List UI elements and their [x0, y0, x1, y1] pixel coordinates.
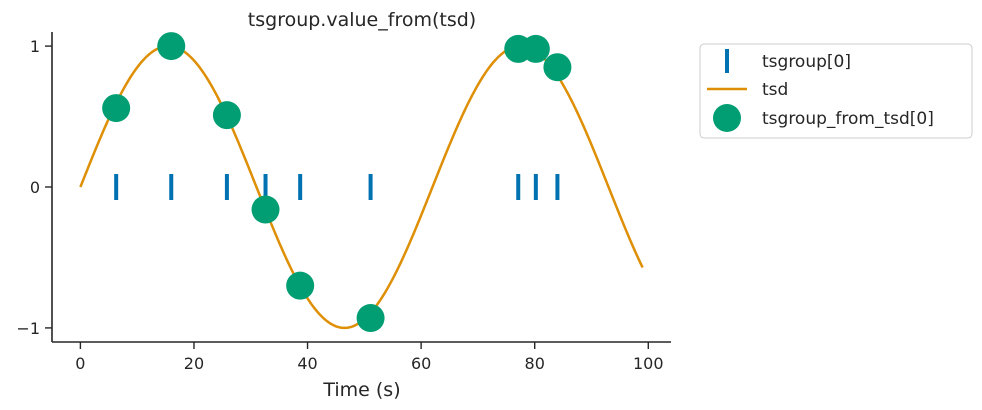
- scatter-point-tsgroup-from-tsd: [157, 32, 186, 61]
- scatter-point-tsgroup-from-tsd: [521, 34, 550, 63]
- x-tick-label: 0: [75, 354, 85, 373]
- x-tick-label: 100: [633, 354, 664, 373]
- legend-label-tsgroup: tsgroup[0]: [762, 52, 851, 72]
- scatter-point-tsgroup-from-tsd: [102, 94, 131, 123]
- scatter-point-tsgroup-from-tsd: [286, 271, 315, 300]
- x-tick-label: 80: [525, 354, 545, 373]
- legend-label-tsgroup-from-tsd: tsgroup_from_tsd[0]: [762, 109, 934, 129]
- x-tick-label: 40: [297, 354, 317, 373]
- x-tick-label: 20: [184, 354, 204, 373]
- scatter-point-tsgroup-from-tsd: [212, 101, 241, 130]
- scatter-point-tsgroup-from-tsd: [356, 304, 385, 333]
- legend-marker-tsgroup-from-tsd: [713, 104, 741, 132]
- chart-title: tsgroup.value_from(tsd): [248, 9, 476, 31]
- legend-frame: [699, 43, 973, 139]
- x-axis-label: Time (s): [322, 379, 400, 401]
- legend: tsgroup[0] tsd tsgroup_from_tsd[0]: [699, 43, 973, 139]
- legend-label-tsd: tsd: [762, 80, 788, 100]
- scatter-point-tsgroup-from-tsd: [543, 53, 572, 82]
- y-tick-label: −1: [16, 319, 40, 338]
- x-tick-label: 60: [411, 354, 431, 373]
- axes: 0 20 40 60 80 100 −1 0 1: [16, 32, 671, 373]
- plot-area: [79, 32, 644, 333]
- y-tick-label: 0: [30, 178, 40, 197]
- scatter-point-tsgroup-from-tsd: [251, 195, 280, 224]
- y-tick-label: 1: [30, 37, 40, 56]
